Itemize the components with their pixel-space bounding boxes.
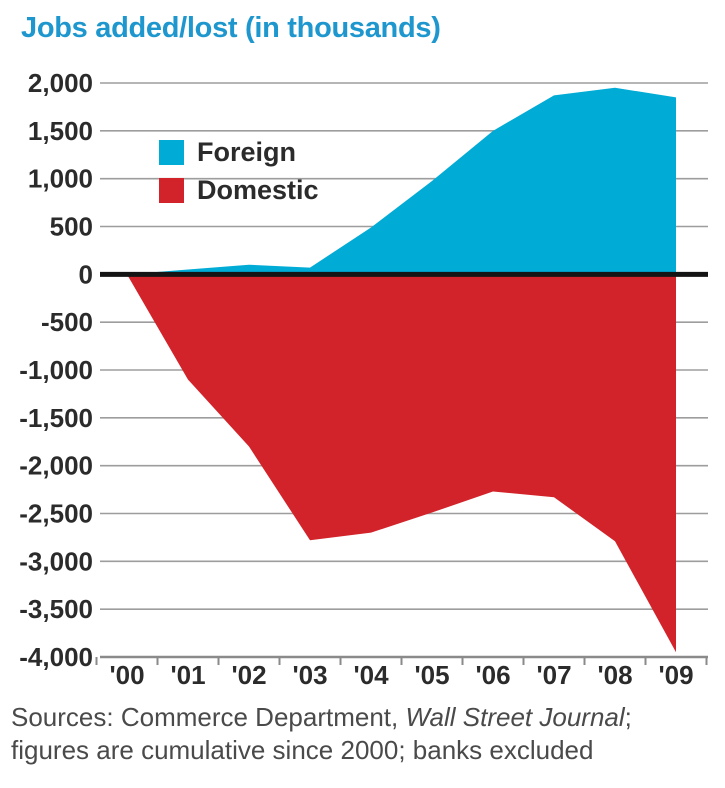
- legend-item-foreign: Foreign: [159, 139, 319, 166]
- x-tick-label: '06: [475, 660, 510, 690]
- x-tick-label: '09: [658, 660, 693, 690]
- y-tick-label: 1,500: [28, 116, 93, 146]
- chart-title: Jobs added/lost (in thousands): [21, 12, 441, 44]
- jobs-area-chart: 2,000 1,500 1,000 500 0 -500 -1,000 -1,500 -2,00…: [19, 68, 708, 690]
- source-prefix: Sources: Commerce Department,: [11, 702, 406, 732]
- x-tick-label: '05: [414, 660, 449, 690]
- legend-label-domestic: Domestic: [197, 175, 319, 205]
- y-tick-label: -2,500: [19, 499, 93, 529]
- source-note: Sources: Commerce Department, Wall Stree…: [11, 701, 716, 767]
- source-italic: Wall Street Journal: [405, 702, 625, 732]
- y-tick-label: -2,000: [19, 451, 93, 481]
- x-tick-label: '02: [231, 660, 266, 690]
- source-line2: figures are cumulative since 2000; banks…: [11, 735, 594, 765]
- y-tick-label: 500: [50, 212, 93, 242]
- chart-legend: Foreign Domestic: [159, 139, 319, 204]
- x-tick-label: '01: [170, 660, 205, 690]
- legend-item-domestic: Domestic: [159, 177, 319, 204]
- x-tick-label: '00: [109, 660, 144, 690]
- y-tick-label: -3,000: [19, 546, 93, 576]
- x-tick-label: '08: [597, 660, 632, 690]
- x-tick-label: '03: [292, 660, 327, 690]
- y-tick-label: 2,000: [28, 68, 93, 98]
- y-tick-label: -1,000: [19, 355, 93, 385]
- y-tick-label: -3,500: [19, 594, 93, 624]
- legend-label-foreign: Foreign: [197, 137, 296, 167]
- source-after-italic: ;: [624, 702, 632, 732]
- y-tick-label: 1,000: [28, 164, 93, 194]
- area-domestic: [127, 274, 676, 653]
- x-tick-label: '04: [353, 660, 389, 690]
- x-tick-label: '07: [536, 660, 571, 690]
- y-tick-label: -500: [41, 307, 93, 337]
- y-tick-label: -1,500: [19, 403, 93, 433]
- foreign-swatch-icon: [159, 140, 184, 165]
- y-tick-label: -4,000: [19, 642, 93, 672]
- area-foreign: [127, 87, 676, 275]
- domestic-swatch-icon: [159, 178, 184, 203]
- y-tick-label: 0: [79, 259, 93, 289]
